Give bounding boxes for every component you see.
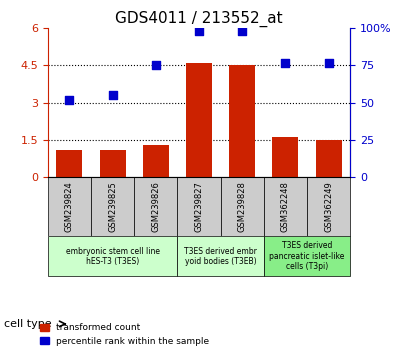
Text: T3ES derived embr
yoid bodies (T3EB): T3ES derived embr yoid bodies (T3EB)	[184, 247, 257, 266]
Text: GSM239824: GSM239824	[65, 181, 74, 232]
FancyBboxPatch shape	[220, 177, 264, 236]
FancyBboxPatch shape	[48, 236, 178, 276]
Text: GSM239827: GSM239827	[195, 181, 203, 232]
Bar	[100, 150, 125, 177]
Text: T3ES derived
pancreatic islet-like
cells (T3pi): T3ES derived pancreatic islet-like cells…	[269, 241, 345, 271]
FancyBboxPatch shape	[178, 177, 220, 236]
Point	[152, 63, 159, 68]
Bar	[186, 63, 212, 177]
Point	[196, 28, 202, 34]
Bar	[57, 150, 82, 177]
FancyBboxPatch shape	[91, 177, 134, 236]
Text: GSM239828: GSM239828	[238, 181, 247, 232]
Text: GSM362249: GSM362249	[324, 181, 333, 232]
FancyBboxPatch shape	[307, 177, 350, 236]
Text: GSM239825: GSM239825	[108, 181, 117, 232]
FancyBboxPatch shape	[134, 177, 178, 236]
Bar	[143, 145, 169, 177]
FancyBboxPatch shape	[48, 177, 91, 236]
Legend: transformed count, percentile rank within the sample: transformed count, percentile rank withi…	[36, 320, 213, 349]
Bar	[316, 140, 341, 177]
Point	[326, 60, 332, 65]
Point	[66, 97, 72, 103]
Point	[109, 92, 116, 98]
Bar	[273, 137, 298, 177]
Point	[282, 60, 289, 65]
Text: cell type: cell type	[4, 319, 52, 329]
Bar	[229, 65, 255, 177]
Title: GDS4011 / 213552_at: GDS4011 / 213552_at	[115, 11, 283, 27]
FancyBboxPatch shape	[178, 236, 264, 276]
Text: GSM362248: GSM362248	[281, 181, 290, 232]
Text: GSM239826: GSM239826	[151, 181, 160, 232]
FancyBboxPatch shape	[264, 236, 350, 276]
Text: embryonic stem cell line
hES-T3 (T3ES): embryonic stem cell line hES-T3 (T3ES)	[66, 247, 160, 266]
FancyBboxPatch shape	[264, 177, 307, 236]
Point	[239, 28, 246, 34]
